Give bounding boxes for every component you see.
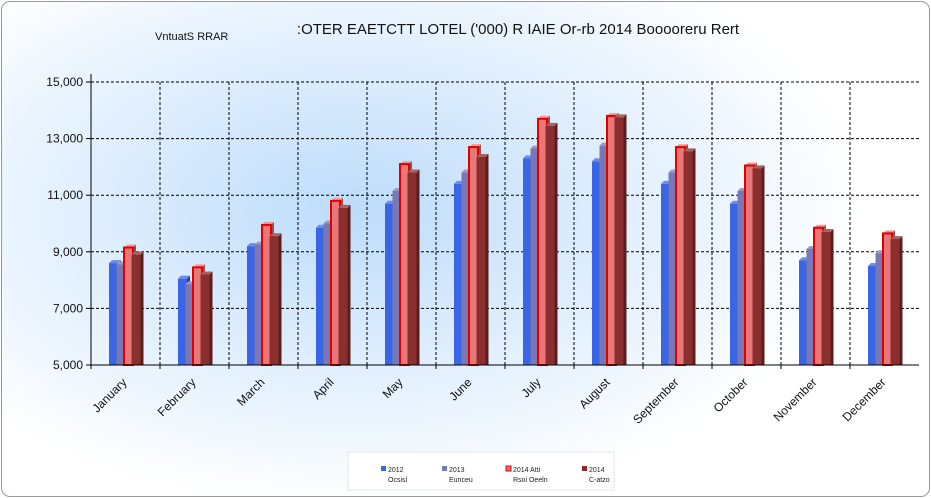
- y-tick-label: 13,000: [46, 132, 83, 146]
- y-tick-label: 15,000: [46, 75, 83, 89]
- axes: [86, 74, 919, 369]
- chart-title: :OTER EAETCTT LOTEL ('000) R IAIE Or-rb …: [297, 21, 740, 38]
- x-tick-label: February: [155, 375, 199, 419]
- bar-4-august: [614, 114, 627, 365]
- bar-4-december: [890, 236, 903, 365]
- x-tick-label: November: [771, 375, 820, 424]
- legend-swatch: [505, 465, 512, 472]
- x-tick-label: May: [380, 375, 406, 401]
- bar-4-october: [752, 165, 765, 365]
- x-tick-label: January: [90, 375, 130, 415]
- legend-swatch: [582, 466, 587, 471]
- x-tick-label: March: [234, 375, 267, 408]
- x-tick-label: July: [519, 375, 544, 400]
- chart-subtitle: VntuatS RRAR: [155, 31, 228, 43]
- bar-4-may: [407, 169, 420, 365]
- bar-4-march: [269, 233, 282, 365]
- legend-label-sub: Rsoi Oeeln: [513, 477, 548, 484]
- x-tick-label: September: [630, 375, 681, 426]
- bar-4-september: [683, 148, 696, 365]
- legend-label: 2012: [388, 467, 404, 474]
- legend: 2012 Ocsisl 2013 Eunceu 2014 Atti Rsoi Oeeln 2…: [347, 451, 615, 491]
- bar-4-july: [545, 122, 558, 366]
- legend-swatch: [442, 466, 447, 471]
- legend-label-sub: C-atzo: [589, 477, 610, 484]
- x-tick-label: April: [310, 375, 337, 402]
- legend-label: 2014 Atti: [513, 467, 541, 474]
- legend-label-sub: Eunceu: [449, 477, 473, 484]
- y-tick-label: 5,000: [53, 358, 83, 372]
- bar-4-april: [338, 204, 351, 365]
- legend-label: 2014: [589, 467, 605, 474]
- bar-4-june: [476, 153, 489, 365]
- bar-4-february: [200, 271, 213, 365]
- legend-label: 2013: [449, 467, 465, 474]
- y-tick-label: 7,000: [53, 301, 83, 315]
- bar-4-january: [131, 251, 144, 365]
- y-axis-tick-labels: 5,000 7,000 9,000 11,000 13,000 15,000: [46, 75, 83, 372]
- legend-box: [347, 451, 615, 491]
- x-tick-label: June: [446, 375, 475, 404]
- legend-swatch: [381, 466, 386, 471]
- y-tick-label: 9,000: [53, 245, 83, 259]
- x-axis-tick-labels: January February March April May June July Augu…: [90, 375, 889, 427]
- x-tick-label: December: [840, 375, 889, 424]
- bars-group: [109, 112, 903, 367]
- gridlines: [91, 81, 919, 366]
- legend-label-sub: Ocsisl: [388, 477, 408, 484]
- x-tick-label: August: [576, 375, 613, 412]
- x-tick-label: October: [711, 375, 751, 415]
- bar-4-november: [821, 228, 834, 365]
- y-tick-label: 11,000: [47, 188, 83, 202]
